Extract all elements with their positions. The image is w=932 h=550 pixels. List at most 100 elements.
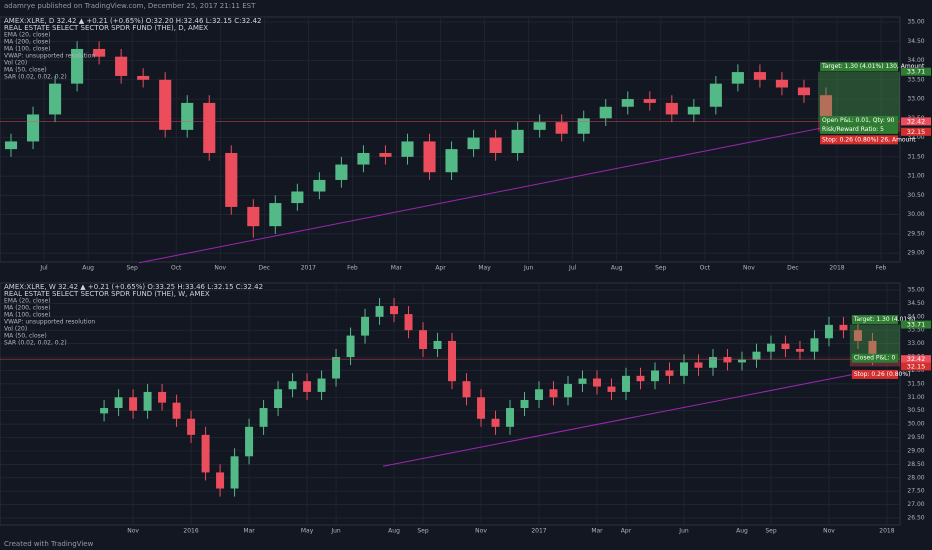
candle-body: [390, 306, 399, 315]
candle-body: [853, 330, 862, 341]
trend-line: [139, 127, 823, 264]
candle-body: [824, 324, 833, 339]
target-label-box: [820, 62, 898, 72]
stop-label: Stop: 0.26 (0.80%) 26, Amount: [822, 136, 916, 143]
y-tick-label: 31.00: [907, 173, 924, 180]
y-tick-label: 28.50: [907, 461, 924, 468]
y-tick-label: 30.50: [907, 192, 924, 199]
price-badge-label: 32.42: [907, 355, 926, 363]
candle-body: [247, 206, 260, 227]
candle-body: [313, 179, 326, 192]
x-tick-label: Feb: [876, 265, 887, 272]
candle-body: [810, 338, 819, 352]
candle-body: [766, 343, 775, 352]
candle-body: [621, 99, 634, 107]
price-badge-label: 32.15: [907, 128, 926, 136]
target-zone: [849, 324, 900, 360]
candle-body: [404, 314, 413, 331]
x-tick-label: Dec: [259, 265, 271, 272]
chart-subtitle: AMEX:XLRE, W 32.42 ▲ +0.21 (+0.65%) O:33…: [4, 283, 263, 291]
x-tick-label: Apr: [435, 265, 446, 272]
info-label: Risk/Reward Ratio: 5: [822, 126, 884, 133]
candle-body: [332, 357, 341, 379]
candle-body: [445, 149, 458, 173]
y-tick-label: 29.00: [907, 447, 924, 454]
info-label-box: [851, 353, 898, 363]
stop-label-box: [851, 369, 898, 379]
x-tick-label: Nov: [743, 265, 755, 272]
y-tick-label: 34.50: [907, 38, 924, 45]
candle-body: [795, 349, 804, 352]
indicator-label: VWAP: unsupported resolution: [4, 53, 95, 60]
target-zone: [818, 71, 900, 122]
indicator-label: SAR (0.02, 0.02, 0.2): [4, 74, 67, 81]
indicator-label: Vol (20): [4, 326, 27, 333]
y-tick-label: 30.00: [907, 211, 924, 218]
candle-body: [158, 391, 167, 403]
candle-body: [159, 79, 172, 130]
x-tick-label: Sep: [127, 265, 139, 272]
candle-body: [129, 397, 138, 411]
candle-body: [346, 335, 355, 358]
candle-body: [317, 378, 326, 392]
footer: Created with TradingView: [4, 540, 94, 548]
candle-body: [708, 357, 717, 368]
candle-body: [520, 399, 529, 409]
candle-body: [216, 472, 225, 489]
y-tick-label: 31.50: [907, 153, 924, 160]
x-tick-label: Jul: [39, 265, 48, 272]
chart-subtitle: AMEX:XLRE, D 32.42 ▲ +0.21 (+0.65%) O:32…: [4, 17, 262, 25]
stop-label: Stop: 0.26 (0.80%): [854, 371, 911, 378]
target-label: Target: 1.30 (4.01%): [853, 316, 916, 323]
y-tick-label: 29.50: [907, 230, 924, 237]
y-tick-label: 32.00: [907, 134, 924, 141]
candle-body: [555, 122, 568, 134]
price-badge: [901, 355, 931, 364]
chart-title: REAL ESTATE SELECT SECTOR SPDR FUND (THE…: [4, 290, 210, 298]
indicator-label: EMA (20, close): [4, 298, 51, 305]
candle-body: [665, 370, 674, 376]
price-badge: [901, 320, 931, 329]
candle-body: [71, 48, 84, 84]
x-tick-label: Mar: [591, 528, 603, 535]
candle-body: [797, 87, 811, 96]
candle-body: [230, 456, 239, 489]
y-tick-label: 35.00: [907, 286, 924, 293]
y-tick-label: 34.00: [907, 313, 924, 320]
x-tick-label: 2017: [531, 528, 546, 535]
candle-body: [491, 418, 500, 427]
y-tick-label: 32.00: [907, 367, 924, 374]
x-tick-label: Aug: [736, 528, 748, 535]
indicator-label: MA (50, close): [4, 67, 47, 74]
y-tick-label: 29.50: [907, 434, 924, 441]
y-tick-label: 33.50: [907, 76, 924, 83]
x-tick-label: Sep: [765, 528, 777, 535]
target-label-box: [851, 315, 898, 325]
candle-body: [201, 434, 210, 473]
candle-body: [181, 102, 194, 130]
x-tick-label: Dec: [787, 265, 799, 272]
candle-body: [467, 137, 480, 150]
candle-body: [723, 357, 732, 363]
candle-body: [143, 391, 152, 411]
candle-body: [737, 359, 746, 363]
candle-body: [577, 118, 590, 134]
candle-body: [665, 102, 678, 115]
candle-body: [401, 141, 414, 157]
candle-body: [564, 383, 572, 398]
x-tick-label: 2017: [301, 265, 316, 272]
candle-body: [187, 418, 196, 435]
candle-body: [423, 141, 436, 173]
y-tick-label: 33.50: [907, 327, 924, 334]
candle-body: [775, 79, 788, 88]
info-label-box: [820, 124, 898, 134]
indicator-label: MA (50, close): [4, 333, 47, 340]
header: adamrye published on TradingView.com, De…: [4, 2, 256, 10]
x-tick-label: Aug: [611, 265, 623, 272]
x-tick-label: 2018: [829, 265, 844, 272]
x-tick-label: Jun: [523, 265, 534, 272]
price-badge-label: 32.15: [907, 362, 926, 370]
x-tick-label: Mar: [243, 528, 255, 535]
chart-title: REAL ESTATE SELECT SECTOR SPDR FUND (THE…: [4, 24, 208, 32]
candle-body: [593, 378, 601, 387]
